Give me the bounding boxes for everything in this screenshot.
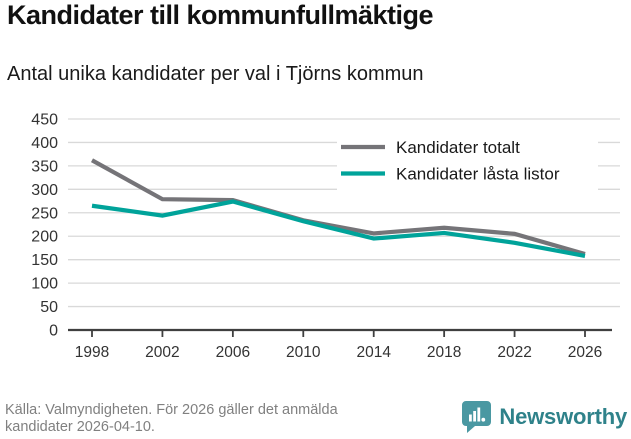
y-tick-label: 50 — [40, 299, 58, 316]
axis-labels: 0 50 100 150 200 250 300 350 400 450 1998 2002 2006 2… — [31, 112, 602, 362]
x-tick-label: 2014 — [356, 344, 391, 361]
x-tick-label: 2026 — [568, 344, 602, 361]
chart-title: Kandidater till kommunfullmäktige — [7, 0, 434, 30]
series-line-1 — [91, 199, 586, 258]
legend: Kandidater totalt Kandidater låsta listor — [337, 134, 598, 191]
legend-background — [337, 134, 598, 191]
y-tick-label: 350 — [31, 158, 58, 175]
legend-label-1: Kandidater låsta listor — [396, 165, 560, 184]
x-tick-label: 2002 — [145, 344, 179, 361]
chart-subtitle: Antal unika kandidater per val i Tjörns … — [7, 63, 424, 85]
x-tick-label: 2010 — [286, 344, 321, 361]
x-tick-label: 2022 — [497, 344, 531, 361]
source-note: Källa: Valmyndigheten. För 2026 gäller d… — [5, 402, 338, 435]
x-tick-label: 1998 — [75, 344, 109, 361]
series-line-0 — [90, 158, 586, 257]
bar-chart-speech-bubble-icon — [462, 401, 492, 433]
y-tick-label: 100 — [31, 276, 58, 293]
y-tick-label: 300 — [31, 182, 58, 199]
y-tick-label: 0 — [49, 323, 58, 340]
x-axis — [68, 328, 612, 337]
series-lines — [90, 158, 586, 258]
legend-label-0: Kandidater totalt — [396, 138, 520, 157]
line-chart: 0 50 100 150 200 250 300 350 400 450 1998 2002 2006 2… — [31, 112, 620, 362]
y-tick-label: 450 — [31, 112, 58, 129]
x-tick-label: 2018 — [427, 344, 461, 361]
newsworthy-logo[interactable]: Newsworthy — [461, 400, 627, 433]
y-tick-label: 400 — [31, 135, 58, 152]
y-tick-label: 150 — [31, 252, 58, 269]
newsworthy-wordmark: Newsworthy — [499, 403, 627, 429]
y-tick-label: 250 — [31, 205, 58, 222]
y-tick-label: 200 — [31, 229, 58, 246]
x-tick-label: 2006 — [216, 344, 250, 361]
